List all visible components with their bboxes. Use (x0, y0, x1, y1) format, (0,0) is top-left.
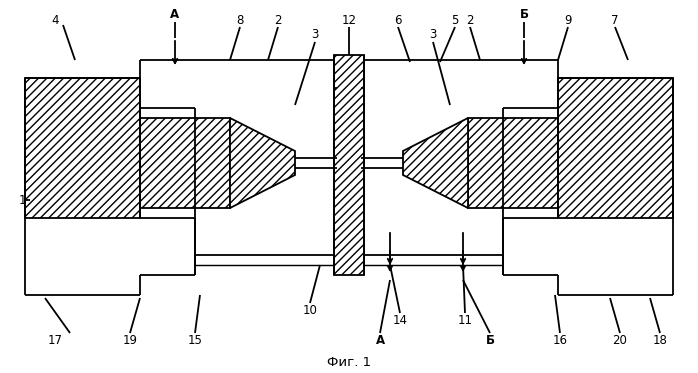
Polygon shape (403, 118, 468, 208)
Text: 7: 7 (611, 13, 618, 26)
Text: 14: 14 (392, 313, 408, 326)
Text: 8: 8 (237, 13, 244, 26)
Text: 18: 18 (653, 333, 667, 347)
Text: 10: 10 (302, 304, 318, 317)
Text: 19: 19 (123, 333, 138, 347)
Text: 9: 9 (564, 13, 572, 26)
Bar (334, 55, 364, 275)
Bar (468, 118, 558, 208)
Text: 2: 2 (466, 13, 474, 26)
Text: 20: 20 (613, 333, 628, 347)
Text: 11: 11 (457, 313, 473, 326)
Text: 2: 2 (274, 13, 282, 26)
Text: 6: 6 (394, 13, 402, 26)
Bar (25, 78, 140, 218)
Text: 12: 12 (341, 13, 357, 26)
Text: 16: 16 (553, 333, 567, 347)
Text: А: А (170, 9, 179, 22)
Bar (140, 118, 230, 208)
Text: 5: 5 (452, 13, 459, 26)
Bar (558, 78, 673, 218)
Polygon shape (230, 118, 295, 208)
Text: 17: 17 (47, 333, 63, 347)
Text: 3: 3 (429, 28, 437, 41)
Text: 3: 3 (311, 28, 319, 41)
Text: А: А (376, 333, 385, 347)
Text: Б: Б (486, 333, 494, 347)
Text: 15: 15 (188, 333, 202, 347)
Text: Фиг. 1: Фиг. 1 (327, 355, 371, 369)
Text: 1: 1 (18, 194, 26, 207)
Text: 4: 4 (51, 13, 59, 26)
Text: Б: Б (519, 9, 528, 22)
